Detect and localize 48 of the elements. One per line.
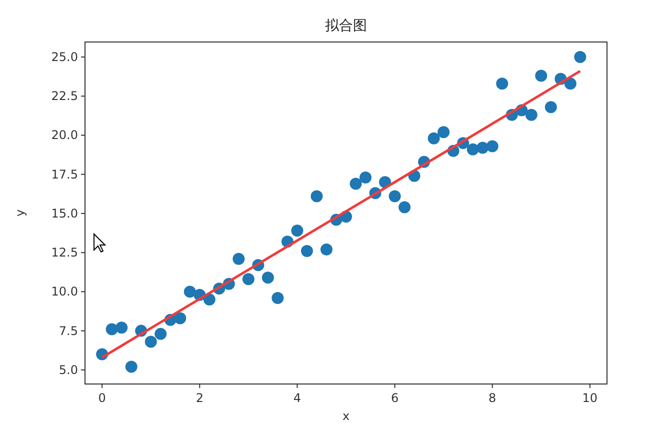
point (535, 70, 548, 82)
point (398, 201, 411, 214)
y-tick-label: 7.5 (58, 324, 78, 338)
x-tick-label: 0 (98, 391, 106, 405)
point (300, 245, 313, 258)
x-tick-label: 2 (196, 391, 204, 405)
point (203, 294, 216, 306)
point (350, 178, 362, 190)
chart-title: 拟合图 (325, 18, 367, 34)
point (476, 142, 489, 154)
point (438, 126, 450, 138)
x-tick-label: 10 (582, 391, 598, 405)
y-axis-title: y (13, 209, 27, 217)
point (544, 101, 557, 114)
point (291, 224, 304, 237)
point (272, 292, 284, 304)
point (428, 132, 440, 144)
y-tick-label: 10.0 (51, 284, 78, 299)
point (184, 286, 196, 298)
point (466, 143, 479, 156)
point (564, 78, 576, 90)
point (496, 78, 508, 90)
y-tick-label: 15.0 (51, 206, 78, 220)
y-tick-label: 22.5 (51, 89, 78, 104)
point (574, 51, 586, 64)
x-tick-label: 4 (293, 391, 302, 405)
point (320, 243, 332, 256)
point (262, 272, 274, 284)
y-tick-label: 20.0 (51, 128, 78, 142)
point (360, 171, 372, 184)
point (144, 336, 157, 348)
y-tick-label: 12.5 (51, 246, 78, 260)
point (388, 190, 401, 202)
y-tick-label: 5.0 (58, 362, 78, 377)
x-axis-title: x (342, 409, 350, 423)
point (116, 322, 128, 334)
point (525, 108, 538, 121)
point (232, 252, 245, 265)
point (486, 140, 498, 152)
point (310, 190, 323, 202)
point (154, 328, 167, 340)
point (125, 360, 138, 373)
y-tick-label: 17.5 (51, 167, 78, 182)
x-tick-label: 6 (390, 391, 399, 405)
point (242, 273, 254, 286)
point (174, 312, 186, 324)
y-tick-label: 25.0 (51, 50, 78, 64)
x-tick-label: 8 (488, 391, 496, 405)
